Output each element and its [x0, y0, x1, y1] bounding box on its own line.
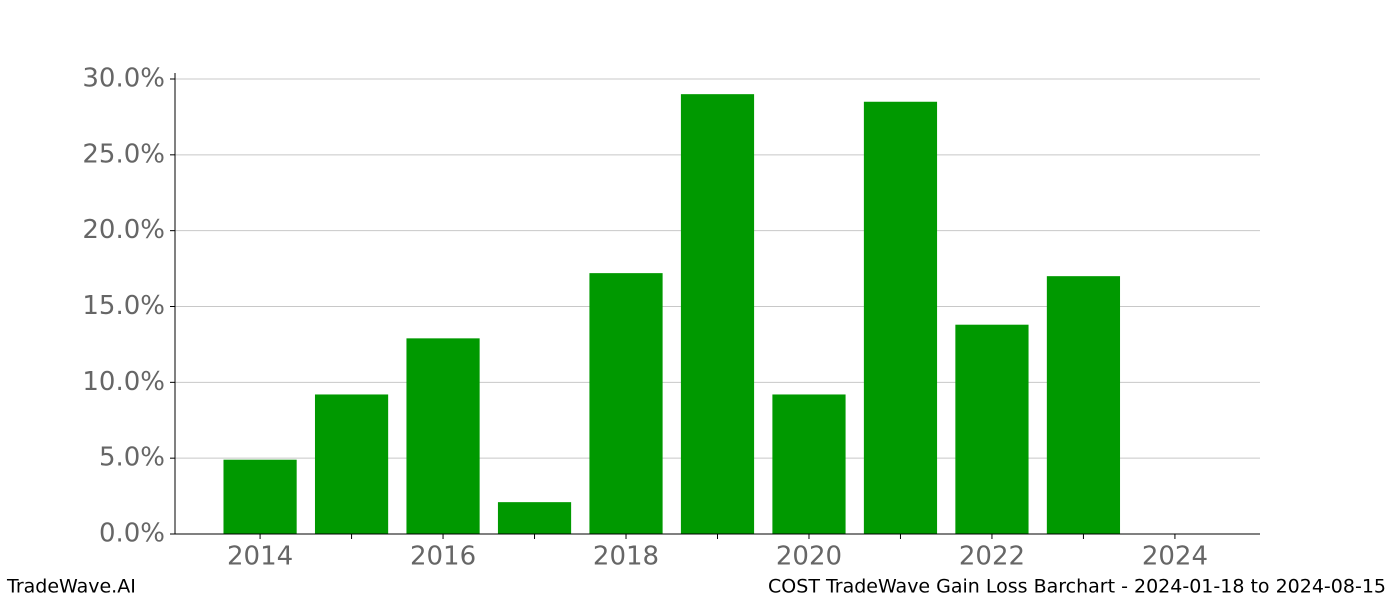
source-label: TradeWave.AI: [6, 576, 136, 598]
bar: [589, 273, 663, 534]
x-tick-label: 2018: [593, 542, 659, 572]
bar: [772, 394, 846, 534]
x-tick-label: 2020: [776, 542, 842, 572]
y-tick-label: 0.0%: [99, 519, 165, 549]
y-tick-label: 30.0%: [82, 64, 165, 94]
y-tick-label: 10.0%: [82, 367, 165, 397]
x-tick-label: 2014: [227, 542, 293, 572]
x-tick-label: 2022: [959, 542, 1025, 572]
chart-title: COST TradeWave Gain Loss Barchart - 2024…: [768, 576, 1386, 598]
y-tick-label: 5.0%: [99, 443, 165, 473]
bar: [497, 502, 572, 534]
bar: [314, 394, 389, 534]
bar: [863, 101, 938, 534]
bar: [1046, 276, 1121, 534]
bar: [406, 338, 480, 534]
bar: [223, 459, 297, 534]
y-tick-label: 20.0%: [82, 215, 165, 245]
x-tick-label: 2024: [1142, 542, 1208, 572]
bar: [955, 324, 1029, 534]
bar: [680, 94, 755, 535]
y-tick-label: 25.0%: [82, 139, 165, 169]
y-tick-label: 15.0%: [82, 291, 165, 321]
x-tick-label: 2016: [410, 542, 476, 572]
